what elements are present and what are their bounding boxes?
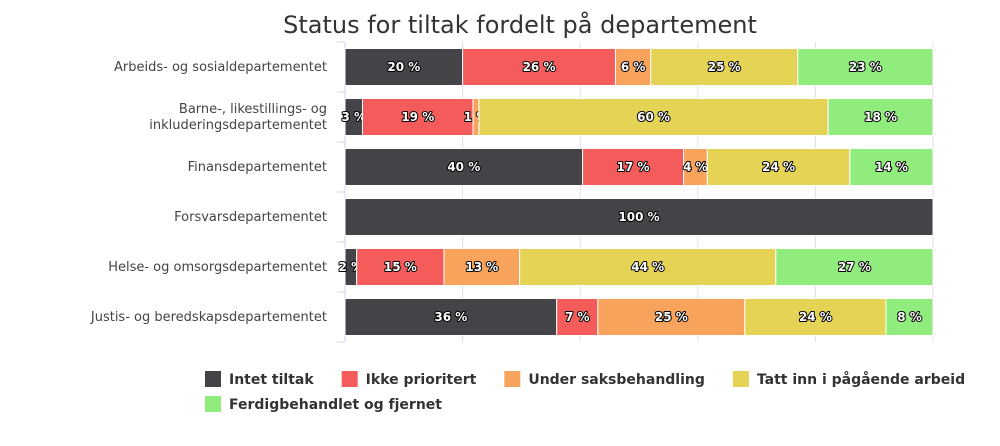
legend-item[interactable]: Ikke prioritert [341,371,477,388]
data-label: 36 % [434,310,467,324]
data-label: 24 % [762,160,795,174]
data-label: 60 % [637,110,670,124]
data-label: 44 % [631,260,664,274]
bar-segment[interactable] [356,248,445,286]
legend-swatch [205,396,221,412]
legend-swatch [205,371,221,387]
data-label: 6 % [621,60,646,74]
category-label: Finansdepartementet [188,160,327,175]
grid-lines [337,41,934,343]
category-label: Forsvarsdepartementet [174,210,327,225]
category-labels: Arbeids- og sosialdepartementet Barne-, l… [90,60,327,325]
bar-segment[interactable] [361,98,474,136]
bar-segment[interactable] [443,248,521,286]
legend-label: Ferdigbehandlet og fjernet [229,397,442,413]
data-label: 14 % [875,160,908,174]
data-label: 19 % [401,110,434,124]
bar-segment[interactable] [519,248,777,286]
bar-segment[interactable] [650,48,799,86]
legend-label: Ikke prioritert [366,372,477,388]
legend-swatch [732,371,749,387]
data-label: 7 % [565,310,590,324]
data-label: 17 % [617,160,650,174]
legend-swatch [504,371,521,387]
category-label: Justis- og beredskapsdepartementet [90,310,327,325]
data-label: 26 % [523,60,556,74]
bar-segment[interactable] [885,298,934,336]
data-label: 15 % [384,260,417,274]
data-label: 23 % [849,60,882,74]
legend-item[interactable]: Under saksbehandling [504,371,705,388]
bar-segment[interactable] [849,148,934,186]
legend[interactable]: Intet tiltak Ikke prioritert Under saksbeh… [205,371,965,413]
legend-swatch [341,371,358,387]
bar-segment[interactable] [344,198,934,236]
data-label: 25 % [708,60,741,74]
bar-segment[interactable] [797,48,934,86]
chart-title: Status for tiltak fordelt på departement [283,10,757,39]
bar-segment[interactable] [614,48,652,86]
bar-segment[interactable] [827,98,934,136]
bar-segment[interactable] [344,148,584,186]
bar-segment[interactable] [775,248,934,286]
legend-item[interactable]: Tatt inn i pågående arbeid [732,371,965,388]
bar-segment[interactable] [582,148,685,186]
data-label: 8 % [897,310,922,324]
data-label: 100 % [618,210,659,224]
legend-item[interactable]: Ferdigbehandlet og fjernet [205,396,442,413]
bar-segment[interactable] [462,48,616,86]
data-label: 20 % [387,60,420,74]
bar-segment[interactable] [597,298,746,336]
data-label: 18 % [864,110,897,124]
category-label: Barne-, likestillings- og inkluderingsdep… [149,102,327,133]
bar-segment[interactable] [478,98,829,136]
category-label: Helse- og omsorgsdepartementet [108,260,327,275]
data-label: 13 % [465,260,498,274]
data-label: 27 % [838,260,871,274]
data-label: 3 % [341,110,366,124]
data-label: 40 % [447,160,480,174]
bars: 20 % 26 % 6 % 25 % 23 %3 % 19 % 1 % 60 % 18 %40 … [338,48,934,336]
bar-segment[interactable] [556,298,599,336]
bar-segment[interactable] [706,148,851,186]
legend-label: Intet tiltak [229,372,314,388]
data-label: 24 % [799,310,832,324]
legend-item[interactable]: Intet tiltak [205,371,314,388]
legend-label: Tatt inn i pågående arbeid [757,371,965,388]
category-label: Arbeids- og sosialdepartementet [114,60,327,75]
data-label: 25 % [655,310,688,324]
legend-label: Under saksbehandling [528,372,705,388]
data-label: 4 % [683,160,708,174]
